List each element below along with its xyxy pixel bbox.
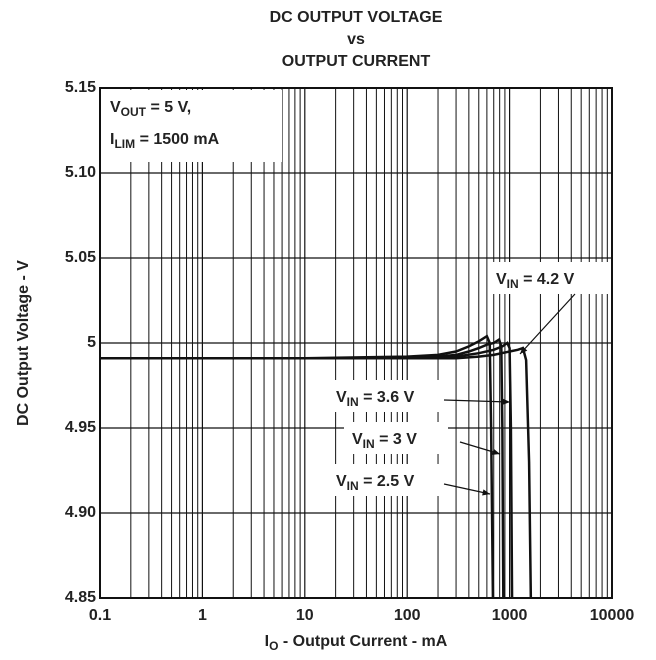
x-axis-label: IO - Output Current - mA xyxy=(265,633,448,653)
x-tick-label: 10 xyxy=(296,607,314,624)
legend-label: VIN = 3 V xyxy=(352,431,417,451)
y-axis-label: DC Output Voltage - V xyxy=(15,260,32,426)
annotation-sub: OUT xyxy=(121,105,147,119)
y-tick-label: 5.05 xyxy=(65,249,96,266)
annotation-text: = 1500 mA xyxy=(135,131,220,148)
annotation-box xyxy=(102,90,282,162)
legend-label-sub: IN xyxy=(507,277,519,291)
annotation-sub: LIM xyxy=(114,137,135,151)
legend-label-text: = 3 V xyxy=(375,431,418,448)
plot-frame xyxy=(99,87,613,599)
label-box xyxy=(326,464,448,496)
legend-label-text: = 4.2 V xyxy=(519,271,575,288)
arrow-head xyxy=(520,346,528,354)
legend-label-sub: IN xyxy=(347,395,359,409)
annotation: ILIM = 1500 mA xyxy=(110,131,220,151)
x-tick-label: 1000 xyxy=(492,607,528,624)
label-box xyxy=(488,262,610,294)
legend-label-base: V xyxy=(352,431,363,448)
chart-title: vs xyxy=(347,31,365,48)
x-axis-label-sub: O xyxy=(269,639,278,653)
chart-title: OUTPUT CURRENT xyxy=(282,53,431,70)
legend-label-base: V xyxy=(336,389,347,406)
legend-label-sub: IN xyxy=(347,479,359,493)
y-tick-label: 4.95 xyxy=(65,419,96,436)
y-tick-label: 5 xyxy=(87,334,96,351)
label-box xyxy=(344,422,448,454)
legend-label: VIN = 4.2 V xyxy=(496,271,575,291)
y-tick-label: 4.90 xyxy=(65,504,96,521)
arrow-line xyxy=(443,483,491,495)
arrow-head xyxy=(502,398,510,405)
legend-label: VIN = 2.5 V xyxy=(336,473,415,493)
line xyxy=(100,346,533,598)
annotation-text: = 5 V, xyxy=(146,99,191,116)
x-axis-label-base: I xyxy=(265,633,269,650)
y-tick-label: 5.10 xyxy=(65,164,96,181)
legend-label-text: = 2.5 V xyxy=(359,473,415,490)
arrow-line xyxy=(443,399,511,403)
legend-label: VIN = 3.6 V xyxy=(336,389,415,409)
x-tick-label: 100 xyxy=(394,607,421,624)
arrow-line xyxy=(519,293,576,355)
arrow-head xyxy=(492,448,500,455)
x-tick-label: 0.1 xyxy=(89,607,111,624)
x-tick-label: 1 xyxy=(198,607,207,624)
annotation-base: I xyxy=(110,131,114,148)
arrow-head xyxy=(482,489,490,496)
y-tick-label: 5.15 xyxy=(65,79,96,96)
x-tick-label: 10000 xyxy=(590,607,635,624)
legend-label-base: V xyxy=(336,473,347,490)
annotation: VOUT = 5 V, xyxy=(110,99,191,119)
annotation-base: V xyxy=(110,99,121,116)
y-tick-label: 4.85 xyxy=(65,589,96,606)
x-axis-label-text: - Output Current - mA xyxy=(278,633,447,650)
grid xyxy=(99,87,613,599)
curves xyxy=(100,334,533,598)
legend-label-sub: IN xyxy=(363,437,375,451)
chart-title: DC OUTPUT VOLTAGE xyxy=(270,9,443,26)
legend-label-base: V xyxy=(496,271,507,288)
label-box xyxy=(328,380,448,412)
legend-label-text: = 3.6 V xyxy=(359,389,415,406)
